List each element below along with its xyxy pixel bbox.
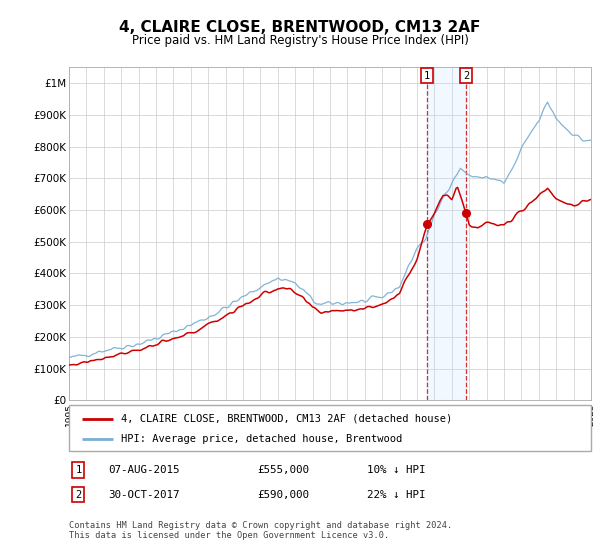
Text: 4, CLAIRE CLOSE, BRENTWOOD, CM13 2AF: 4, CLAIRE CLOSE, BRENTWOOD, CM13 2AF	[119, 20, 481, 35]
Text: 2: 2	[463, 71, 469, 81]
Text: 10% ↓ HPI: 10% ↓ HPI	[367, 465, 425, 475]
Text: 22% ↓ HPI: 22% ↓ HPI	[367, 489, 425, 500]
Text: 1: 1	[424, 71, 430, 81]
Text: 1: 1	[75, 465, 82, 475]
Text: 30-OCT-2017: 30-OCT-2017	[108, 489, 179, 500]
Text: £555,000: £555,000	[257, 465, 309, 475]
Text: 4, CLAIRE CLOSE, BRENTWOOD, CM13 2AF (detached house): 4, CLAIRE CLOSE, BRENTWOOD, CM13 2AF (de…	[121, 414, 452, 424]
Text: 07-AUG-2015: 07-AUG-2015	[108, 465, 179, 475]
Text: Price paid vs. HM Land Registry's House Price Index (HPI): Price paid vs. HM Land Registry's House …	[131, 34, 469, 46]
Text: This data is licensed under the Open Government Licence v3.0.: This data is licensed under the Open Gov…	[69, 531, 389, 540]
Text: HPI: Average price, detached house, Brentwood: HPI: Average price, detached house, Bren…	[121, 435, 403, 444]
Bar	[427, 67, 466, 400]
Text: Contains HM Land Registry data © Crown copyright and database right 2024.: Contains HM Land Registry data © Crown c…	[69, 521, 452, 530]
Text: £590,000: £590,000	[257, 489, 309, 500]
Text: 2: 2	[75, 489, 82, 500]
FancyBboxPatch shape	[69, 405, 591, 451]
